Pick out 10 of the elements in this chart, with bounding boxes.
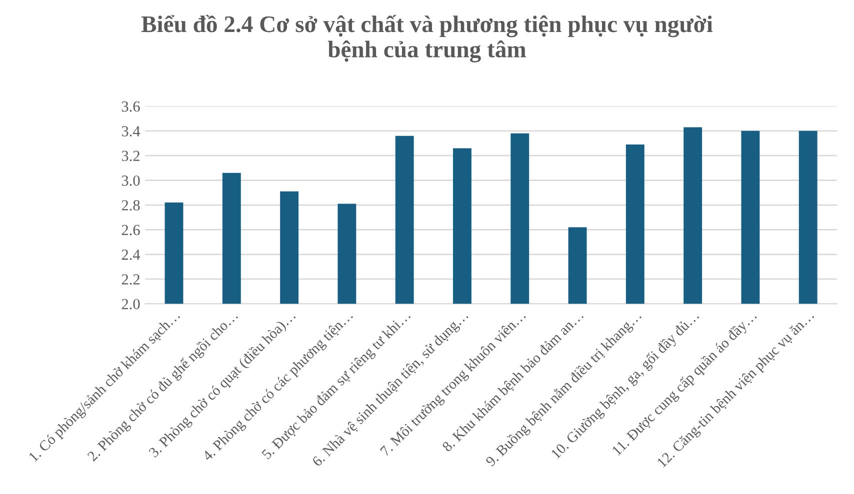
y-tick-label: 2.8 [122,200,140,211]
chart-title: Biểu đồ 2.4 Cơ sở vật chất và phương tiện phục vụ người bệnh của trung tâm [141,14,713,62]
y-tick-label: 2.0 [122,298,140,310]
y-tick-label: 2.6 [122,224,140,236]
y-tick-label: 3.4 [122,126,140,136]
y-tick-label: 2.4 [122,250,140,260]
y-tick-label: 3.0 [122,175,140,186]
y-tick-label: 3.2 [122,150,140,162]
y-tick-label: 2.2 [122,274,140,285]
y-tick-label: 3.6 [122,101,140,112]
